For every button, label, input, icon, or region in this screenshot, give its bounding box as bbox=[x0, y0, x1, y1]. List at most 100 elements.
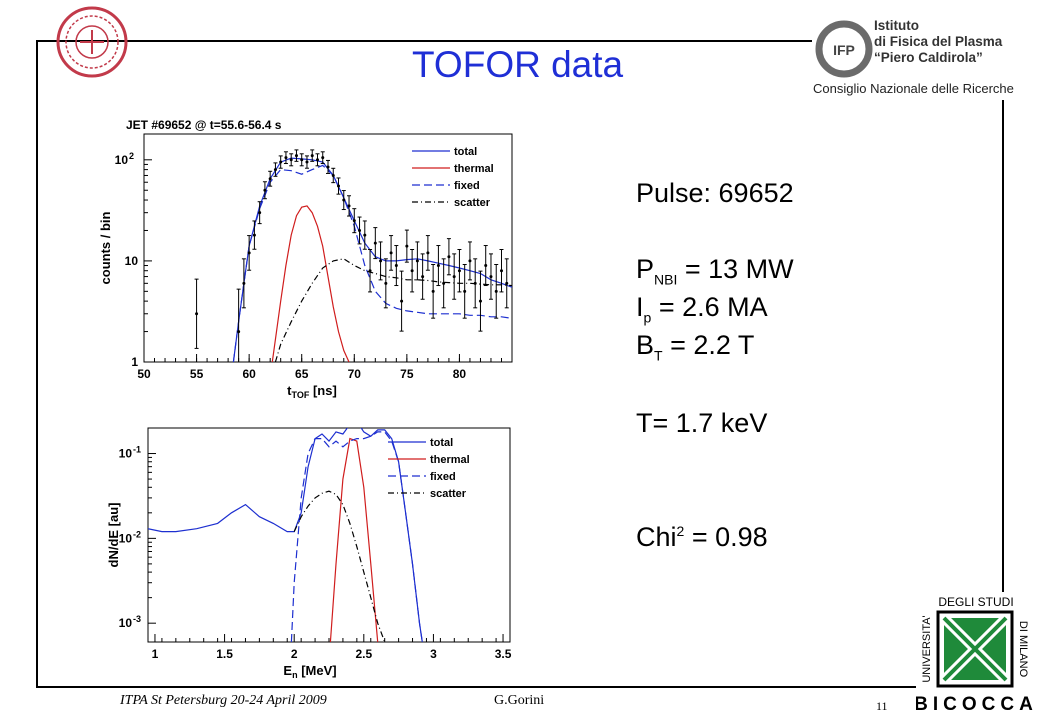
x-tick-label: 3 bbox=[430, 647, 437, 661]
plot-area bbox=[147, 427, 511, 643]
y-tick-exponent: -3 bbox=[133, 614, 141, 624]
data-point bbox=[447, 255, 451, 259]
data-point bbox=[331, 173, 335, 177]
data-point bbox=[463, 289, 467, 293]
data-point bbox=[284, 156, 288, 160]
ifp-mark-icon: IFP bbox=[815, 20, 873, 78]
y-tick-label: 10 bbox=[119, 616, 133, 630]
chart-title: JET #69652 @ t=55.6-56.4 s bbox=[126, 118, 282, 132]
x-tick-label: 70 bbox=[348, 367, 362, 381]
institute-line-3: “Piero Caldirola” bbox=[874, 50, 983, 65]
ip-line: Ip = 2.6 MA bbox=[636, 292, 768, 326]
logo-connector-line bbox=[1002, 100, 1004, 590]
data-point bbox=[342, 198, 346, 202]
y-tick-label: 10 bbox=[119, 531, 133, 545]
data-point bbox=[389, 251, 393, 255]
y-axis-label: counts / bin bbox=[98, 211, 113, 284]
data-point bbox=[394, 264, 398, 268]
bicocca-logo: DEGLI STUDI UNIVERSITA' DI MILANO BICOCC… bbox=[916, 592, 1034, 716]
energy-spectrum-chart: 1 1.5 2 2.5 3 3.510-310-210 -1totalthermalfixe… bbox=[106, 427, 512, 678]
data-point bbox=[457, 269, 461, 273]
x-tick-label: 50 bbox=[137, 367, 151, 381]
x-tick-label: 75 bbox=[400, 367, 414, 381]
data-point bbox=[321, 156, 325, 160]
series-thermal bbox=[271, 205, 350, 362]
data-point bbox=[400, 299, 404, 303]
data-point bbox=[489, 275, 493, 279]
data-point bbox=[310, 154, 314, 158]
x-tick-label: 60 bbox=[242, 367, 256, 381]
data-point bbox=[268, 177, 272, 181]
data-point bbox=[363, 233, 367, 237]
legend-label-fixed: fixed bbox=[430, 471, 456, 483]
data-point bbox=[421, 275, 425, 279]
data-point bbox=[279, 160, 283, 164]
data-point bbox=[305, 160, 309, 164]
x-tick-label: 65 bbox=[295, 367, 309, 381]
bicocca-bottom-text: BICOCCA bbox=[916, 694, 1034, 715]
x-axis-label: tTOF [ns] bbox=[287, 383, 337, 400]
x-tick-label: 1 bbox=[152, 647, 159, 661]
y-tick-label: 1 bbox=[131, 355, 138, 369]
data-point bbox=[426, 251, 430, 255]
x-tick-label: 3.5 bbox=[495, 647, 512, 661]
bt-line: BT = 2.2 T bbox=[636, 330, 755, 364]
footer-event: ITPA St Petersburg 20-24 April 2009 bbox=[120, 693, 327, 708]
bicocca-top-text: DEGLI STUDI bbox=[938, 595, 1013, 609]
x-tick-label: 1.5 bbox=[216, 647, 233, 661]
y-tick-label: 10 bbox=[125, 254, 139, 268]
data-point bbox=[195, 312, 199, 316]
bicocca-left-text: UNIVERSITA' bbox=[921, 615, 933, 682]
data-point bbox=[379, 259, 383, 263]
legend-label-scatter: scatter bbox=[454, 197, 491, 209]
data-point bbox=[289, 158, 293, 162]
series-scatter bbox=[293, 490, 386, 642]
data-point bbox=[494, 289, 498, 293]
series-fixed bbox=[290, 431, 423, 642]
data-point bbox=[415, 259, 419, 263]
institute-line-2: di Fisica del Plasma bbox=[874, 34, 1003, 49]
y-tick-exponent: -1 bbox=[133, 445, 141, 455]
institute-logo: IFP Istituto di Fisica del Plasma “Piero… bbox=[812, 18, 1020, 106]
data-point bbox=[358, 228, 362, 232]
data-point bbox=[252, 233, 256, 237]
slide-title: TOFOR data bbox=[412, 44, 624, 85]
data-point bbox=[258, 211, 262, 215]
y-tick-label: 10 bbox=[119, 447, 133, 461]
data-point bbox=[263, 188, 267, 192]
data-point bbox=[473, 281, 477, 285]
data-point bbox=[237, 330, 241, 334]
x-tick-label: 2.5 bbox=[355, 647, 372, 661]
legend-label-fixed: fixed bbox=[454, 180, 480, 192]
data-point bbox=[442, 281, 446, 285]
bicocca-right-text: DI MILANO bbox=[1017, 621, 1029, 678]
pulse-label: Pulse: 69652 bbox=[636, 178, 794, 208]
x-tick-label: 2 bbox=[291, 647, 298, 661]
y-axis-label: dN/dE [au] bbox=[106, 503, 121, 568]
footer-author: G.Gorini bbox=[494, 693, 545, 708]
data-point bbox=[468, 259, 472, 263]
data-point bbox=[452, 275, 456, 279]
y-tick-exponent: -2 bbox=[133, 529, 141, 539]
pnbi-line: PNBI = 13 MW bbox=[636, 254, 794, 288]
series-fixed bbox=[232, 164, 512, 362]
legend-label-thermal: thermal bbox=[454, 163, 494, 175]
data-point bbox=[337, 184, 341, 188]
x-tick-label: 80 bbox=[453, 367, 467, 381]
data-point bbox=[410, 269, 414, 273]
data-point bbox=[300, 158, 304, 162]
data-point bbox=[499, 269, 503, 273]
legend-label-total: total bbox=[454, 146, 477, 158]
data-point bbox=[384, 281, 388, 285]
chi-line: Chi2 = 0.98 bbox=[636, 522, 768, 552]
data-point bbox=[431, 289, 435, 293]
data-point bbox=[505, 281, 509, 285]
y-tick-exponent: 2 bbox=[129, 151, 134, 161]
university-seal-logo bbox=[56, 6, 128, 78]
page-number: 11 bbox=[876, 699, 888, 713]
data-point bbox=[247, 251, 251, 255]
institute-subtitle: Consiglio Nazionale delle Ricerche bbox=[813, 81, 1014, 96]
data-point bbox=[326, 165, 330, 169]
data-point bbox=[478, 299, 482, 303]
